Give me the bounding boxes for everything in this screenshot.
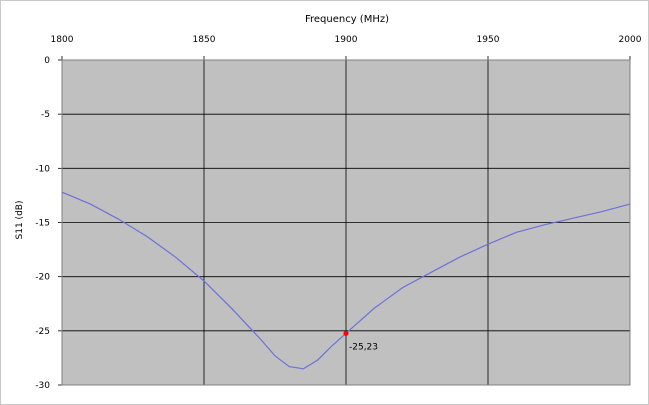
y-axis-label: S11 (dB) <box>15 201 25 240</box>
y-tick-label: -20 <box>35 273 50 283</box>
y-tick-label: -30 <box>35 381 50 391</box>
x-tick-label: 1850 <box>193 35 216 45</box>
y-tick-label: -25 <box>35 327 50 337</box>
marker-point <box>343 330 349 336</box>
x-tick-label: 1900 <box>335 35 358 45</box>
plot-border <box>61 59 631 386</box>
series-line-s11 <box>61 191 631 370</box>
x-tick-label: 1950 <box>477 35 500 45</box>
x-tick-label: 2000 <box>619 35 642 45</box>
x-tick-label: 1800 <box>51 35 74 45</box>
y-tick-label: 0 <box>44 56 50 66</box>
y-tick-label: -5 <box>41 110 50 120</box>
marker-label: -25,23 <box>349 342 378 352</box>
chart-title: Frequency (MHz) <box>305 14 389 25</box>
y-tick-label: -10 <box>35 164 50 174</box>
y-tick-label: -15 <box>35 219 50 229</box>
